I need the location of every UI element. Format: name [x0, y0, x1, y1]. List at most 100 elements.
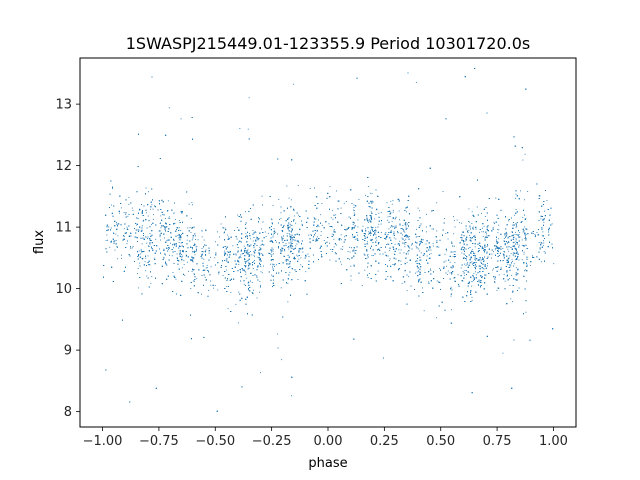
data-point — [313, 217, 315, 219]
data-point — [138, 287, 140, 289]
data-point — [237, 247, 239, 249]
data-point — [366, 258, 368, 260]
data-point — [350, 279, 352, 281]
data-point — [497, 228, 499, 230]
data-point — [496, 246, 498, 247]
data-point — [349, 246, 351, 248]
data-point — [532, 233, 534, 234]
data-point — [496, 267, 498, 268]
data-point — [445, 233, 447, 234]
data-point — [538, 242, 540, 243]
data-point — [497, 232, 499, 234]
data-point — [482, 227, 483, 229]
data-point — [224, 227, 226, 229]
data-point — [402, 242, 404, 244]
data-point — [264, 231, 266, 233]
data-point — [260, 258, 261, 259]
data-point — [347, 251, 349, 252]
data-point — [117, 258, 119, 260]
data-point — [331, 226, 333, 228]
data-point — [416, 271, 418, 273]
data-point — [174, 219, 176, 220]
data-point — [481, 259, 483, 261]
data-point — [213, 287, 214, 289]
data-point — [514, 245, 516, 247]
data-point — [236, 227, 238, 228]
data-point — [167, 200, 169, 202]
data-point — [109, 246, 111, 248]
data-point — [506, 231, 507, 233]
data-point — [551, 223, 553, 225]
data-point — [332, 218, 334, 220]
data-point — [151, 224, 152, 226]
data-point — [178, 242, 180, 243]
data-point — [293, 215, 295, 217]
data-point — [126, 243, 128, 245]
data-point — [192, 261, 194, 263]
data-point — [108, 226, 110, 228]
data-point — [468, 221, 469, 222]
data-point — [465, 255, 467, 256]
data-point — [105, 240, 107, 241]
data-point — [407, 223, 408, 225]
data-point — [333, 238, 335, 240]
data-point — [287, 263, 289, 265]
data-point — [449, 272, 451, 274]
data-point — [471, 249, 473, 251]
data-point — [466, 270, 467, 272]
data-point — [469, 235, 471, 236]
data-point — [153, 257, 155, 259]
data-point — [243, 283, 245, 285]
data-point — [388, 228, 390, 230]
data-point — [289, 266, 291, 268]
data-point — [274, 266, 275, 267]
data-point — [368, 273, 370, 274]
data-point — [536, 232, 538, 233]
data-point — [290, 237, 292, 239]
data-point — [146, 242, 148, 244]
data-point — [502, 253, 504, 255]
data-point — [273, 264, 275, 266]
data-point — [172, 272, 174, 273]
data-point — [246, 253, 248, 255]
data-point — [277, 333, 278, 335]
data-point — [354, 210, 356, 211]
data-point — [474, 246, 476, 248]
data-point — [145, 270, 147, 272]
data-point — [515, 250, 517, 251]
data-point — [272, 250, 274, 252]
data-point — [247, 128, 249, 130]
data-point — [446, 265, 448, 267]
data-point — [163, 248, 165, 250]
data-point — [245, 233, 247, 235]
data-point — [367, 254, 369, 255]
data-point — [195, 246, 197, 248]
data-point — [525, 218, 527, 219]
data-point — [141, 225, 143, 227]
data-point — [252, 230, 254, 231]
data-point — [510, 264, 512, 266]
data-point — [451, 309, 452, 311]
data-point — [543, 251, 545, 252]
data-point — [494, 223, 495, 224]
data-point — [514, 234, 516, 235]
data-point — [517, 235, 519, 237]
data-point — [115, 240, 117, 241]
data-point — [400, 264, 402, 265]
data-point — [508, 250, 510, 252]
data-point — [428, 257, 430, 259]
data-point — [402, 234, 403, 236]
data-point — [340, 261, 342, 263]
data-point — [320, 234, 322, 236]
data-point — [321, 203, 323, 204]
data-point — [333, 229, 335, 230]
data-point — [240, 254, 242, 256]
data-point — [259, 246, 261, 248]
data-point — [407, 253, 409, 255]
data-point — [367, 241, 368, 243]
data-point — [444, 218, 445, 219]
data-point — [525, 228, 526, 230]
data-point — [436, 280, 438, 282]
data-point — [195, 248, 197, 250]
